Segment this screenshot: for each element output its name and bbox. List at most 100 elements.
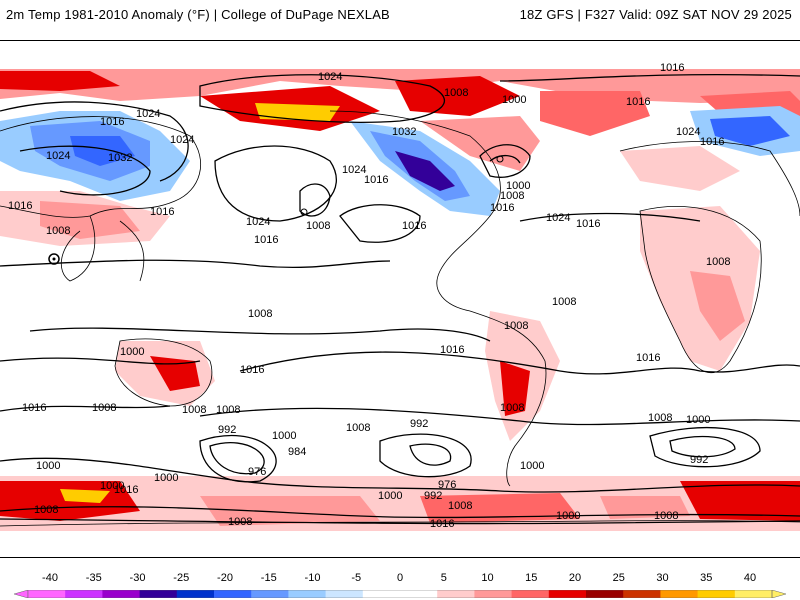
isobar-label-sw-ind-1000: 1000 xyxy=(36,460,60,472)
isobar-label-s-pac-1016: 1016 xyxy=(440,344,464,356)
isobar-label-atl-1016: 1016 xyxy=(490,202,514,214)
isobar-label-s-ind-1016: 1016 xyxy=(22,402,46,414)
legend-tick-label: 20 xyxy=(568,572,582,584)
isobar-label-pac-1024: 1024 xyxy=(246,216,270,228)
isobars xyxy=(0,73,800,525)
isobar-label-s-pac-976: 976 xyxy=(248,466,266,478)
legend-colorbar xyxy=(14,590,786,598)
legend-tick-label: -25 xyxy=(173,572,190,584)
legend-min-arrow xyxy=(14,590,29,598)
isobar-label-india-1008: 1008 xyxy=(46,225,70,237)
header: 2m Temp 1981-2010 Anomaly (°F) | College… xyxy=(0,0,800,40)
isobar-label-aus-1000: 1000 xyxy=(120,346,144,358)
isobar-label-s-ocean-1000: 1000 xyxy=(378,490,402,502)
legend-tick-label: -15 xyxy=(260,572,277,584)
legend-tick-label: 30 xyxy=(656,572,669,584)
legend-tick-label: 5 xyxy=(440,572,447,584)
legend-color-swatch xyxy=(176,590,215,598)
isobar-label-asia-1016: 1016 xyxy=(150,206,174,218)
legend-tick-label: 0 xyxy=(396,572,404,584)
low-center-marker xyxy=(48,253,60,265)
legend-color-swatch xyxy=(734,590,773,598)
isobar-label-europe-1016: 1016 xyxy=(700,136,724,148)
legend-color-swatch xyxy=(586,590,624,598)
legend-tick-label: 35 xyxy=(700,572,713,584)
isobar-label-ant-1016b: 1016 xyxy=(430,518,454,530)
center-marker xyxy=(496,155,504,163)
isobar-label-e-us-1000: 1000 xyxy=(506,180,530,192)
legend-color-swatch xyxy=(102,590,141,598)
isobar-label-n-pacific-high: 1024 xyxy=(318,71,342,83)
isobar-label-png-1008: 1008 xyxy=(248,308,272,320)
isobar-label-canada-1032: 1032 xyxy=(392,126,416,138)
legend-color-swatch xyxy=(288,590,327,598)
isobar-label-w-asia-1016: 1016 xyxy=(8,200,32,212)
isobar-label-africa-1008: 1008 xyxy=(706,256,730,268)
isobar-label-s-atl-992b: 992 xyxy=(424,490,442,502)
legend-color-swatch xyxy=(400,590,438,598)
isobar-label-s-atl-1000: 1000 xyxy=(520,460,544,472)
isobar-label-ant-1008c: 1008 xyxy=(228,516,252,528)
isobar-label-alaska-1000: 1000 xyxy=(502,94,526,106)
legend-color-swatch xyxy=(214,590,252,598)
isobar-label-e-us-1008: 1008 xyxy=(500,190,524,202)
isobar-label-s-pac-1016b: 1016 xyxy=(240,364,264,376)
isobar-label-asia-1024a: 1024 xyxy=(46,150,70,162)
isobar-label-us-1016: 1016 xyxy=(364,174,388,186)
legend-tick-label: 40 xyxy=(743,572,757,584)
isobar-label-europe-1024: 1024 xyxy=(676,126,700,138)
center-marker xyxy=(300,208,308,216)
isobar-label-asia-1024b: 1024 xyxy=(170,134,194,146)
legend-color-swatch xyxy=(623,590,661,598)
legend-color-swatch xyxy=(251,590,289,598)
legend-color-swatch xyxy=(362,590,401,598)
isobar-label-asia-1032: 1032 xyxy=(108,152,132,164)
isobar-label-s-ocean-1000b: 1000 xyxy=(556,510,580,522)
isobar-label-s-ind-1008: 1008 xyxy=(92,402,116,414)
coastlines xyxy=(0,110,800,527)
isobar-label-s-pac-992: 992 xyxy=(218,424,236,436)
low-center-dot xyxy=(52,257,56,261)
isobar-label-pac-1016: 1016 xyxy=(254,234,278,246)
isobar-label-s-atl-976: 976 xyxy=(438,479,456,491)
isobar-label-canada-1016: 1016 xyxy=(626,96,650,108)
isobar-label-us-1024: 1024 xyxy=(342,164,366,176)
isobar-label-ant-1000: 1000 xyxy=(154,472,178,484)
legend-color-swatch xyxy=(65,590,103,598)
legend-color-swatch xyxy=(325,590,364,598)
isobar-label-s-ind-992: 992 xyxy=(690,454,708,466)
legend-tick-label: -30 xyxy=(129,572,146,584)
isobar-label-s-atl-992: 992 xyxy=(410,418,428,430)
isobar-label-w-ocean-1008: 1008 xyxy=(500,402,524,414)
isobar-label-s-pac-1008: 1008 xyxy=(346,422,370,434)
legend-color-swatch xyxy=(437,590,475,598)
isobar-label-sam-1008b: 1008 xyxy=(504,320,528,332)
isobar-label-sam-1008: 1008 xyxy=(552,296,576,308)
isobar-label-nw-pac-1016: 1016 xyxy=(402,220,426,232)
legend-tick-label: -10 xyxy=(304,572,321,584)
color-legend: -40 -35 -30 -25 -20 -15 -10 -5 0 5 10 15 20 25 30 35 40 xyxy=(0,572,800,600)
legend-tick-label: 10 xyxy=(481,572,494,584)
map-panel: 1024 1016 1008 1000 1016 1024 1016 1032 1024 1016… xyxy=(0,40,800,558)
isobar-label-ant-1016: 1016 xyxy=(114,484,138,496)
anomaly-shading xyxy=(0,69,800,531)
isobar-label-siberia-1016: 1016 xyxy=(100,116,124,128)
map-title: 2m Temp 1981-2010 Anomaly (°F) | College… xyxy=(6,7,390,22)
pressure-centers xyxy=(48,155,504,265)
legend-color-swatch xyxy=(660,590,699,598)
legend-max-arrow xyxy=(771,590,786,598)
isobar-label-bering-1008: 1008 xyxy=(444,87,468,99)
isobar-label-atl-1016b: 1016 xyxy=(576,218,600,230)
legend-color-swatch xyxy=(548,590,587,598)
isobar-label-s-pac-984: 984 xyxy=(288,446,306,458)
legend-color-swatch xyxy=(139,590,178,598)
isobar-label-atl-1024: 1024 xyxy=(546,212,570,224)
legend-tick-label: 25 xyxy=(612,572,625,584)
isobar-label-s-ind-1000: 1000 xyxy=(686,414,710,426)
legend-color-swatch xyxy=(511,590,550,598)
isobar-label-s-pac-1000: 1000 xyxy=(272,430,296,442)
isobar-label-aus-1008: 1008 xyxy=(182,404,206,416)
isobar-label-siberia-1024: 1024 xyxy=(136,108,160,120)
